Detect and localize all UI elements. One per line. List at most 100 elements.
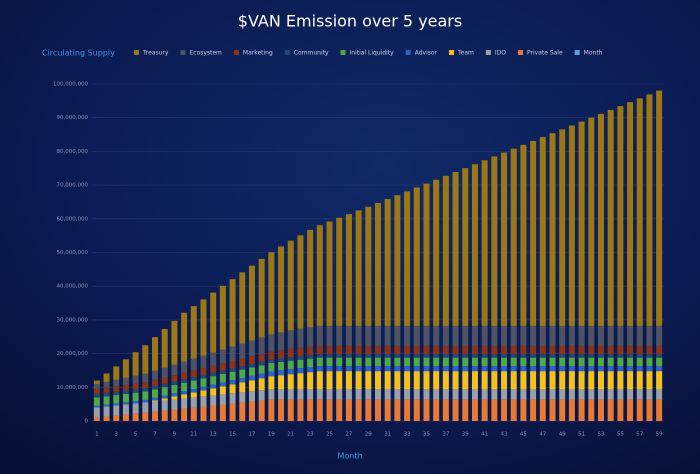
bar-segment	[113, 395, 120, 404]
bar-segment	[394, 371, 401, 390]
bar-segment	[549, 357, 556, 367]
bar-segment	[132, 392, 139, 402]
bar-segment	[559, 354, 566, 358]
bar-segment	[530, 389, 537, 400]
x-tick-label: 41	[481, 432, 488, 438]
bar-segment	[423, 389, 430, 400]
bar-segment	[442, 399, 449, 421]
bar-segment	[539, 399, 546, 421]
bar-segment	[646, 389, 653, 400]
legend-label: IDO	[495, 50, 506, 57]
bar-segment	[491, 357, 498, 367]
bar-segment	[568, 366, 575, 372]
bar-segment	[219, 394, 226, 405]
bar-segment	[656, 366, 663, 372]
bar-segment	[627, 389, 634, 400]
bar-segment	[132, 413, 139, 421]
bar-segment	[132, 352, 139, 376]
bar-segment	[103, 381, 110, 388]
bar-segment	[384, 399, 391, 421]
bar-segment	[219, 349, 226, 364]
x-tick-label: 11	[190, 432, 197, 438]
bar-segment	[627, 345, 634, 355]
bar-segment	[268, 252, 275, 335]
bar-segment	[297, 347, 304, 357]
bar-segment	[181, 312, 188, 362]
bar-segment	[374, 399, 382, 421]
bar-segment	[239, 358, 246, 367]
bar-segment	[636, 357, 643, 367]
bar-segment	[278, 389, 285, 400]
bar-segment	[627, 102, 634, 326]
bar-segment	[568, 371, 575, 390]
bar-segment	[442, 325, 449, 346]
bar-segment	[326, 345, 333, 355]
bar-segment	[394, 366, 401, 372]
bar-segment	[200, 378, 207, 387]
bar-segment	[404, 345, 411, 355]
bar-segment	[103, 373, 110, 382]
bar-segment	[278, 375, 285, 390]
bar-segment	[510, 345, 517, 355]
x-tick-label: 23	[307, 432, 314, 438]
bar-segment	[462, 354, 469, 358]
bar-segment	[152, 411, 159, 421]
bar-segment	[656, 399, 663, 421]
bar-segment	[481, 366, 488, 372]
bar-segment	[248, 380, 255, 392]
bar-segment	[103, 416, 110, 421]
bar-segment	[336, 325, 343, 346]
bar-segment	[520, 371, 527, 390]
bar-segment	[501, 399, 508, 421]
x-tick-label: 39	[462, 432, 469, 438]
x-tick-label: 33	[404, 432, 411, 438]
bar-segment	[384, 345, 391, 355]
x-tick-label: 49	[559, 432, 566, 438]
bar-segment	[93, 380, 100, 384]
bar-segment	[607, 389, 614, 400]
y-tick-label: 90,000,000	[57, 115, 89, 121]
bar-segment	[200, 355, 207, 369]
bar-segment	[316, 225, 323, 326]
bar-segment	[345, 366, 352, 372]
bar-segment	[345, 357, 352, 367]
bar-segment	[374, 366, 382, 372]
bar-segment	[597, 354, 604, 358]
bar-segment	[568, 354, 575, 358]
bar-segment	[142, 391, 149, 400]
bar-segment	[530, 366, 537, 372]
bar-segment	[588, 325, 595, 346]
bar-segment	[142, 388, 149, 392]
bar-segment	[258, 400, 265, 421]
bar-segment	[345, 325, 352, 346]
bar-segment	[122, 390, 129, 394]
bar-segment	[258, 361, 265, 366]
bar-segment	[568, 357, 575, 367]
bar-segment	[636, 345, 643, 355]
bar-segment	[471, 325, 478, 346]
bar-segment	[656, 354, 663, 358]
bar-segment	[190, 392, 197, 398]
bar-segment	[433, 399, 440, 421]
bar-segment	[93, 383, 100, 389]
y-tick-label: 70,000,000	[57, 183, 89, 189]
bar-segment	[530, 140, 537, 326]
bar-segment	[113, 415, 120, 421]
bar-segment	[452, 357, 459, 367]
bar-segment	[413, 325, 420, 346]
bar-segment	[113, 391, 120, 396]
bar-segment	[326, 357, 333, 367]
x-tick-label: 59	[656, 432, 663, 438]
bar-segment	[549, 345, 556, 355]
bar-segment	[365, 366, 372, 372]
bar-segment	[336, 371, 343, 390]
bar-segment	[210, 405, 217, 421]
bar-segment	[501, 152, 508, 326]
bar-segment	[181, 391, 188, 395]
bar-segment	[423, 399, 430, 421]
legend-label: Treasury	[142, 50, 169, 57]
bar-segment	[336, 366, 343, 372]
bar-segment	[510, 366, 517, 372]
bar-segment	[520, 325, 527, 346]
bar-segment	[336, 345, 343, 355]
